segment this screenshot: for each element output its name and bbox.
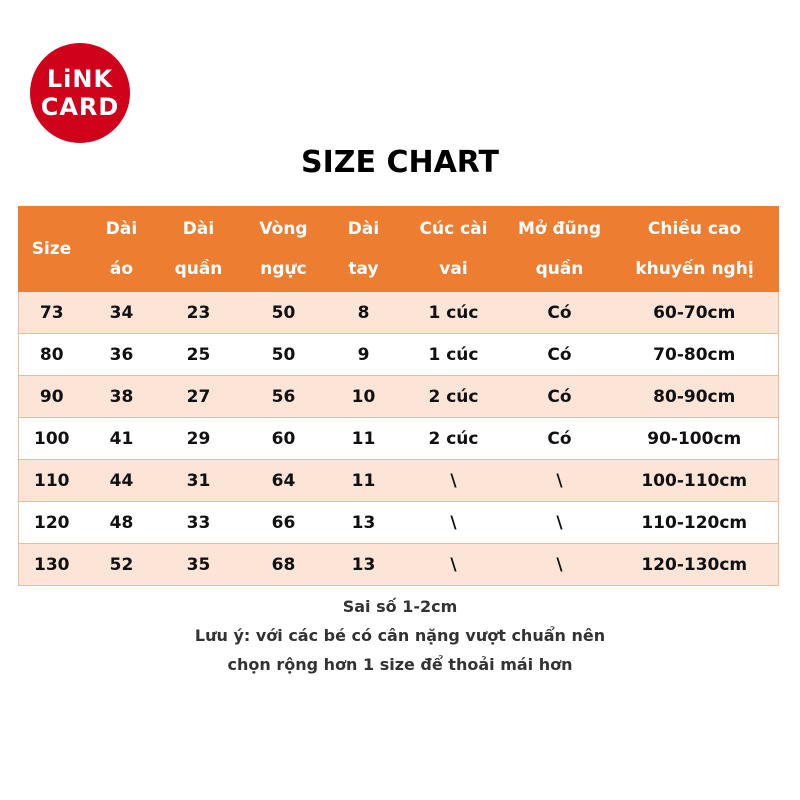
column-header-line: Mở đũng [517, 219, 602, 239]
table-cell: 110-120cm [610, 501, 779, 544]
table-cell: Có [508, 375, 611, 418]
table-cell: 29 [158, 417, 239, 460]
table-row: 80 36 25 50 9 1 cúc Có 70-80cm [18, 333, 779, 376]
column-header-line: Dài [347, 219, 380, 239]
table-cell: Có [508, 291, 611, 334]
table-cell: 11 [328, 459, 399, 502]
table-row: 100 41 29 60 11 2 cúc Có 90-100cm [18, 417, 779, 460]
table-cell: 90-100cm [610, 417, 779, 460]
table-cell: 31 [158, 459, 239, 502]
page-title: SIZE CHART [300, 145, 500, 180]
table-cell: 60-70cm [610, 291, 779, 334]
table-cell: 48 [84, 501, 159, 544]
table-cell: 52 [84, 543, 159, 586]
table-cell: \ [398, 543, 509, 586]
table-cell: 68 [238, 543, 329, 586]
logo-line1: LiNK [46, 65, 114, 93]
table-cell: 2 cúc [398, 375, 509, 418]
table-cell: 100-110cm [610, 459, 779, 502]
table-row: 73 34 23 50 8 1 cúc Có 60-70cm [18, 291, 779, 334]
notes: Sai số 1-2cm Lưu ý: với các bé có cân nặ… [0, 592, 800, 679]
column-header: Dài quần [158, 206, 239, 292]
column-header: Mở đũng quần [508, 206, 611, 292]
table-cell: 8 [328, 291, 399, 334]
table-cell: \ [508, 501, 611, 544]
table-cell: 13 [328, 543, 399, 586]
size-table: Size Dài áo Dài quần Vòng ngực Dài tay Cúc cài vai… [18, 206, 779, 586]
table-cell: 34 [84, 291, 159, 334]
table-cell: 38 [84, 375, 159, 418]
table-cell: 66 [238, 501, 329, 544]
table-row: 130 52 35 68 13 \ \ 120-130cm [18, 543, 779, 586]
column-header-line: áo [109, 259, 134, 279]
column-header: Dài tay [328, 206, 399, 292]
table-cell: 120 [18, 501, 85, 544]
table-cell: \ [508, 459, 611, 502]
table-cell: 80-90cm [610, 375, 779, 418]
table-cell: 27 [158, 375, 239, 418]
column-header-line: tay [348, 259, 379, 279]
table-cell: 1 cúc [398, 333, 509, 376]
table-cell: 1 cúc [398, 291, 509, 334]
column-header: Vòng ngực [238, 206, 329, 292]
table-cell: 80 [18, 333, 85, 376]
table-cell: 9 [328, 333, 399, 376]
table-cell: 100 [18, 417, 85, 460]
table-row: 120 48 33 66 13 \ \ 110-120cm [18, 501, 779, 544]
table-cell: 50 [238, 291, 329, 334]
column-header: Size [18, 206, 85, 292]
column-header-line: quần [535, 259, 584, 279]
column-header-line: Size [31, 239, 72, 259]
note-line-2: chọn rộng hơn 1 size để thoải mái hơn [227, 655, 573, 674]
table-cell: \ [508, 543, 611, 586]
table-cell: 90 [18, 375, 85, 418]
column-header-line: quần [174, 259, 223, 279]
link-card-logo: LiNK CARD [30, 43, 130, 143]
table-cell: 120-130cm [610, 543, 779, 586]
table-cell: 36 [84, 333, 159, 376]
column-header: Chiều cao khuyến nghị [610, 206, 779, 292]
table-cell: 41 [84, 417, 159, 460]
column-header: Dài áo [84, 206, 159, 292]
table-cell: 70-80cm [610, 333, 779, 376]
table-cell: 10 [328, 375, 399, 418]
column-header-line: vai [439, 259, 468, 279]
column-header-line: Cúc cài [419, 219, 488, 239]
table-cell: 60 [238, 417, 329, 460]
column-header: Cúc cài vai [398, 206, 509, 292]
table-cell: 50 [238, 333, 329, 376]
column-header-line: khuyến nghị [635, 259, 754, 279]
table-cell: 35 [158, 543, 239, 586]
table-cell: Có [508, 333, 611, 376]
table-cell: 130 [18, 543, 85, 586]
column-header-line: ngực [260, 259, 307, 279]
table-cell: \ [398, 459, 509, 502]
column-header-line: Dài [105, 219, 138, 239]
table-cell: Có [508, 417, 611, 460]
table-cell: 13 [328, 501, 399, 544]
note-tolerance: Sai số 1-2cm [342, 597, 458, 616]
column-header-line: Dài [182, 219, 215, 239]
table-cell: 23 [158, 291, 239, 334]
table-cell: 33 [158, 501, 239, 544]
note-line-1: Lưu ý: với các bé có cân nặng vượt chuẩn… [194, 626, 606, 645]
table-cell: 73 [18, 291, 85, 334]
table-row: 90 38 27 56 10 2 cúc Có 80-90cm [18, 375, 779, 418]
table-header-row: Size Dài áo Dài quần Vòng ngực Dài tay Cúc cài vai… [18, 206, 779, 292]
column-header-line: Vòng [259, 219, 308, 239]
table-cell: 2 cúc [398, 417, 509, 460]
column-header-line: Chiều cao [647, 219, 742, 239]
table-cell: 64 [238, 459, 329, 502]
logo-line2: CARD [40, 93, 120, 121]
table-cell: 44 [84, 459, 159, 502]
table-cell: 110 [18, 459, 85, 502]
table-row: 110 44 31 64 11 \ \ 100-110cm [18, 459, 779, 502]
table-cell: 25 [158, 333, 239, 376]
table-cell: 56 [238, 375, 329, 418]
table-cell: 11 [328, 417, 399, 460]
table-cell: \ [398, 501, 509, 544]
